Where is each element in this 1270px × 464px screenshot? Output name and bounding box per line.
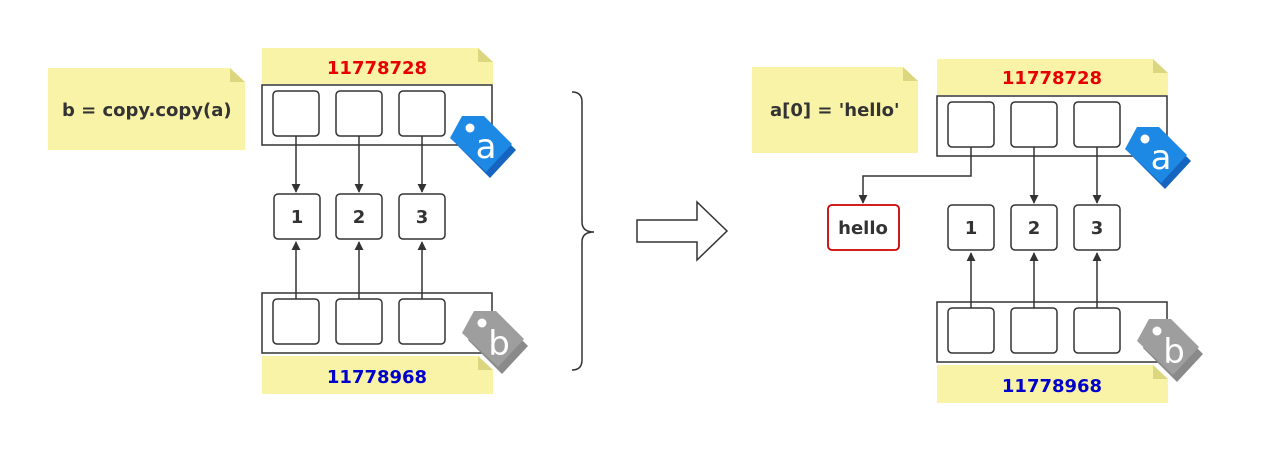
left-panel: b = copy.copy(a) 11778728 a 1 2	[48, 48, 528, 394]
left-b-slot-0	[272, 298, 320, 345]
left-b-slot-2	[398, 298, 446, 345]
left-a-slot-0	[272, 90, 320, 137]
left-value-box-2	[335, 193, 383, 240]
left-b-slot-1	[335, 298, 383, 345]
right-addr-a-text: 11778728	[1002, 68, 1102, 89]
right-value-2: 2	[1028, 218, 1041, 239]
right-b-slot-1	[1010, 307, 1058, 354]
left-b-arrows	[291, 241, 427, 299]
right-list-a	[936, 95, 1168, 157]
left-tag-a-label: a	[476, 127, 497, 167]
right-value-3: 3	[1091, 218, 1104, 239]
left-value-box-3	[398, 193, 446, 240]
left-tag-a-icon: a	[450, 116, 516, 178]
right-hello-node: hello	[827, 204, 900, 251]
right-b-slot-0	[947, 307, 995, 354]
hello-box	[827, 204, 900, 251]
left-tag-b-icon: b	[462, 311, 528, 374]
left-a-slot-1	[335, 90, 383, 137]
right-code-note: a[0] = 'hello'	[752, 67, 918, 153]
right-list-b	[936, 301, 1168, 363]
right-a-slot-0	[947, 101, 995, 148]
right-addr-b-note: 11778968	[937, 365, 1168, 403]
left-value-2: 2	[353, 207, 366, 228]
right-a-slot-1	[1010, 101, 1058, 148]
right-tag-a-icon: a	[1125, 127, 1191, 189]
left-addr-b-note: 11778968	[262, 356, 493, 394]
left-value-1: 1	[291, 207, 304, 228]
left-code-text: b = copy.copy(a)	[62, 100, 232, 121]
right-values: 1 2 3	[947, 204, 1121, 251]
right-value-box-3	[1073, 204, 1121, 251]
left-addr-b-text: 11778968	[327, 367, 427, 388]
right-b-arrows	[966, 252, 1102, 308]
left-value-3: 3	[416, 207, 429, 228]
right-addr-b-text: 11778968	[1002, 376, 1102, 397]
right-tag-b-label: b	[1163, 332, 1185, 372]
left-addr-a-text: 11778728	[327, 58, 427, 79]
right-value-box-2	[1010, 204, 1058, 251]
left-list-a	[261, 84, 493, 146]
left-list-b	[261, 292, 493, 354]
left-addr-a-note: 11778728	[262, 48, 493, 84]
right-b-slot-2	[1073, 307, 1121, 354]
right-tag-a-label: a	[1151, 138, 1172, 178]
right-value-1: 1	[965, 218, 978, 239]
left-a-arrows	[291, 136, 427, 193]
left-values: 1 2 3	[273, 193, 446, 240]
hello-value: hello	[838, 218, 888, 239]
right-tag-b-icon: b	[1137, 319, 1203, 382]
transition-arrow-icon	[636, 200, 729, 262]
right-value-box-1	[947, 204, 995, 251]
right-addr-a-note: 11778728	[937, 59, 1168, 95]
left-tag-b-label: b	[488, 324, 510, 364]
right-a-arrows	[858, 147, 1102, 204]
left-value-box-1	[273, 193, 321, 240]
left-a-slot-2	[398, 90, 446, 137]
right-a-arrow-0-to-hello	[858, 147, 972, 204]
right-panel: a[0] = 'hello' 11778728 a hello	[752, 59, 1203, 403]
right-code-text: a[0] = 'hello'	[770, 100, 900, 121]
curly-brace	[571, 91, 595, 371]
right-a-slot-2	[1073, 101, 1121, 148]
left-code-note: b = copy.copy(a)	[48, 68, 245, 150]
